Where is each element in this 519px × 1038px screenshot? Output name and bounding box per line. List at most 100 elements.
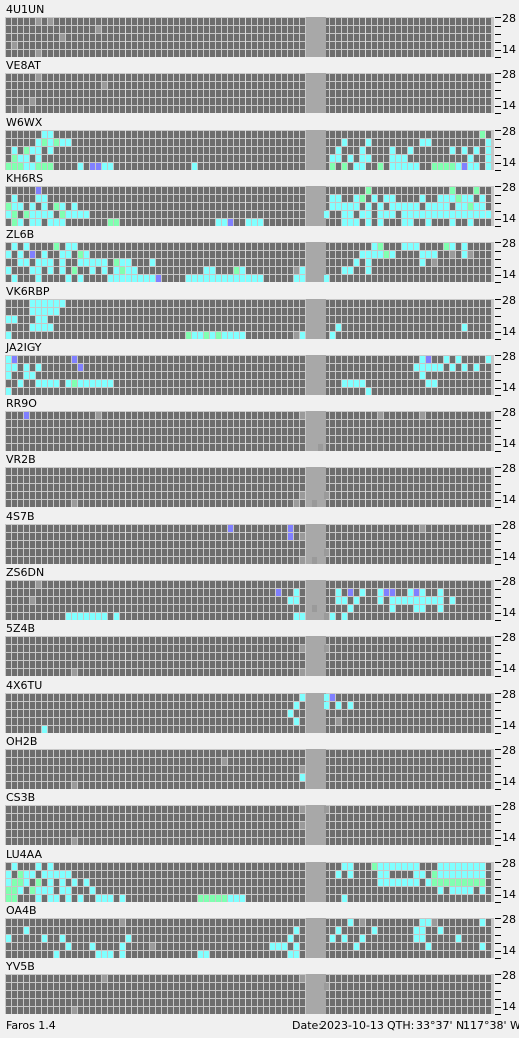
signal-cell xyxy=(96,259,101,266)
signal-cell xyxy=(480,195,485,202)
signal-cell xyxy=(42,308,47,315)
beacon-grid[interactable] xyxy=(5,693,494,733)
signal-cell xyxy=(66,613,71,620)
signal-cell xyxy=(300,267,305,274)
signal-cell xyxy=(48,300,53,307)
scale-label-28: 28 xyxy=(502,462,516,475)
signal-cell xyxy=(384,211,389,218)
signal-cell xyxy=(48,863,53,870)
signal-cell xyxy=(330,163,335,170)
signal-cell xyxy=(12,364,17,371)
signal-cell xyxy=(468,203,473,210)
signal-cell xyxy=(444,356,449,363)
signal-cell xyxy=(450,147,455,154)
signal-cell xyxy=(210,895,215,902)
signal-cell xyxy=(300,613,305,620)
signal-cell xyxy=(438,211,443,218)
signal-cell xyxy=(378,597,383,604)
signal-cell xyxy=(120,919,125,926)
signal-cell xyxy=(378,211,383,218)
signal-cell xyxy=(330,155,335,162)
signal-cell xyxy=(36,155,41,162)
scale-tick xyxy=(495,411,501,412)
scale-tick xyxy=(495,991,501,992)
scale-label-14: 14 xyxy=(502,437,516,450)
signal-cell xyxy=(6,267,11,274)
signal-cell xyxy=(12,895,17,902)
scale-tick xyxy=(495,927,501,928)
signal-cell xyxy=(24,871,29,878)
beacon-grid[interactable] xyxy=(5,186,494,226)
signal-cell xyxy=(426,251,431,258)
beacon-grid-cells xyxy=(5,186,494,226)
signal-cell xyxy=(438,589,443,596)
beacon-grid[interactable] xyxy=(5,580,494,620)
beacon-grid[interactable] xyxy=(5,355,494,395)
beacon-grid-cells xyxy=(5,299,494,339)
beacon-callsign: OH2B xyxy=(6,735,38,748)
scale-tick xyxy=(495,57,501,58)
signal-cell xyxy=(390,597,395,604)
signal-cell xyxy=(426,219,431,226)
signal-cell xyxy=(42,211,47,218)
signal-cell xyxy=(240,332,245,339)
signal-cell xyxy=(90,613,95,620)
signal-cell xyxy=(348,211,353,218)
signal-cell xyxy=(66,895,71,902)
signal-cell xyxy=(354,163,359,170)
beacon-grid[interactable] xyxy=(5,467,494,507)
beacon-grid[interactable] xyxy=(5,974,494,1014)
signal-cell xyxy=(384,863,389,870)
beacon-grid-cells xyxy=(5,862,494,902)
signal-cell xyxy=(378,251,383,258)
signal-cell xyxy=(390,195,395,202)
signal-cell xyxy=(72,782,77,789)
beacon-panel: 5Z4B 28 14 xyxy=(0,621,519,677)
signal-cell xyxy=(66,211,71,218)
beacon-grid[interactable] xyxy=(5,636,494,676)
signal-cell xyxy=(372,863,377,870)
signal-cell xyxy=(102,975,107,982)
signal-cell xyxy=(450,597,455,604)
beacon-grid[interactable] xyxy=(5,749,494,789)
beacon-grid[interactable] xyxy=(5,862,494,902)
signal-cell xyxy=(474,364,479,371)
beacon-callsign: CS3B xyxy=(6,791,36,804)
beacon-grid[interactable] xyxy=(5,411,494,451)
scale-tick xyxy=(495,372,501,373)
signal-cell xyxy=(342,380,347,387)
beacon-grid[interactable] xyxy=(5,242,494,282)
signal-cell xyxy=(90,380,95,387)
signal-cell xyxy=(366,251,371,258)
beacon-grid[interactable] xyxy=(5,805,494,845)
beacon-grid[interactable] xyxy=(5,73,494,113)
signal-cell xyxy=(342,613,347,620)
signal-cell xyxy=(126,275,131,282)
signal-cell xyxy=(72,500,77,507)
beacon-panel: 4U1UN 28 14 xyxy=(0,2,519,58)
beacon-grid[interactable] xyxy=(5,299,494,339)
signal-cell xyxy=(372,243,377,250)
beacon-grid[interactable] xyxy=(5,17,494,57)
signal-cell xyxy=(348,702,353,709)
signal-cell xyxy=(384,879,389,886)
signal-cell xyxy=(300,806,305,813)
signal-cell xyxy=(30,597,35,604)
signal-cell xyxy=(24,147,29,154)
beacon-grid[interactable] xyxy=(5,918,494,958)
signal-cell xyxy=(462,863,467,870)
beacon-grid[interactable] xyxy=(5,130,494,170)
signal-cell xyxy=(12,163,17,170)
signal-cell xyxy=(408,147,413,154)
beacon-grid[interactable] xyxy=(5,524,494,564)
scale-label-14: 14 xyxy=(502,156,516,169)
scale-label-14: 14 xyxy=(502,606,516,619)
signal-cell xyxy=(270,943,275,950)
current-time-band xyxy=(306,636,326,676)
signal-cell xyxy=(102,82,107,89)
scale-tick xyxy=(495,147,501,148)
beacon-grid-cells xyxy=(5,73,494,113)
signal-cell xyxy=(420,139,425,146)
signal-cell xyxy=(408,163,413,170)
signal-cell xyxy=(48,163,53,170)
